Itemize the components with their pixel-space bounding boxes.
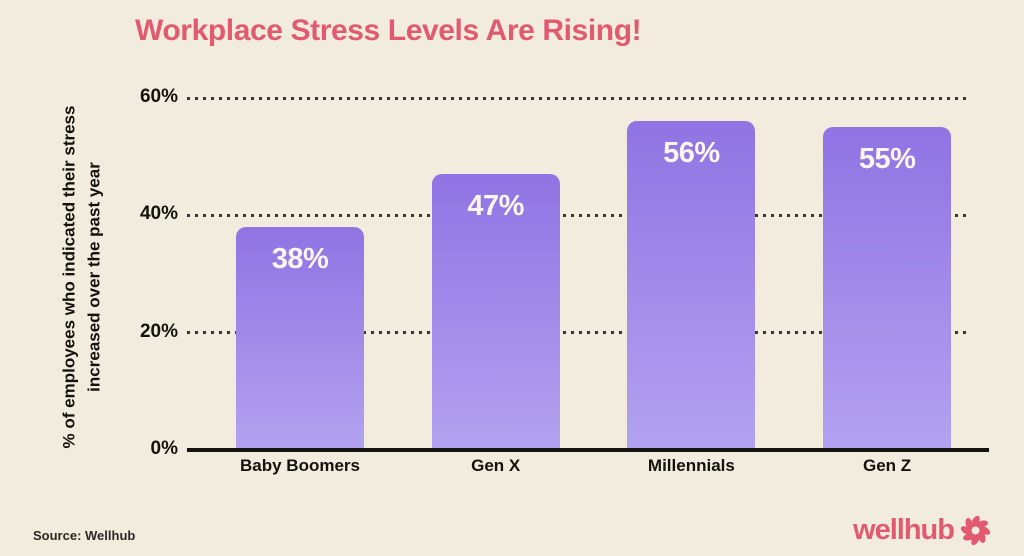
source-note: Source: Wellhub [33,528,136,543]
bar-baby-boomers: 38% [236,227,364,450]
bar-value-label: 38% [271,243,329,276]
y-tick-label-20: 20% [139,320,178,342]
gridline-20 [187,331,968,335]
gridline-60 [187,96,968,100]
x-axis-line [187,448,989,452]
pinwheel-icon [959,514,992,547]
y-tick-label-60: 60% [139,86,178,107]
y-axis-title-line2: increased over the past year [84,162,103,392]
x-category-label-gen-z: Gen Z [863,456,912,475]
wellhub-logo: wellhub [853,514,992,547]
y-tick-label-0: 0% [150,438,178,459]
x-category-label-millennials: Millennials [647,456,735,475]
x-category-label-gen-x: Gen X [471,456,521,475]
y-axis-title-line1: % of employees who indicated their stres… [59,105,79,449]
y-tick-label-40: 40% [139,203,178,225]
plot-area: 38% 47% 56% 55% [187,96,990,450]
bar-value-label: 47% [467,190,524,223]
y-axis-title: % of employees who indicated their stres… [57,106,106,449]
x-category-label-baby-boomers: Baby Boomers [240,456,360,475]
bar-gen-z: 55% [823,127,952,450]
bar-millennials: 56% [627,121,756,450]
bar-value-label: 56% [663,137,720,170]
gridline-40 [187,213,968,217]
wellhub-logo-text: wellhub [853,514,955,546]
bar-value-label: 55% [858,143,916,176]
bar-gen-x: 47% [431,174,560,450]
chart-title: Workplace Stress Levels Are Rising! [135,14,642,47]
